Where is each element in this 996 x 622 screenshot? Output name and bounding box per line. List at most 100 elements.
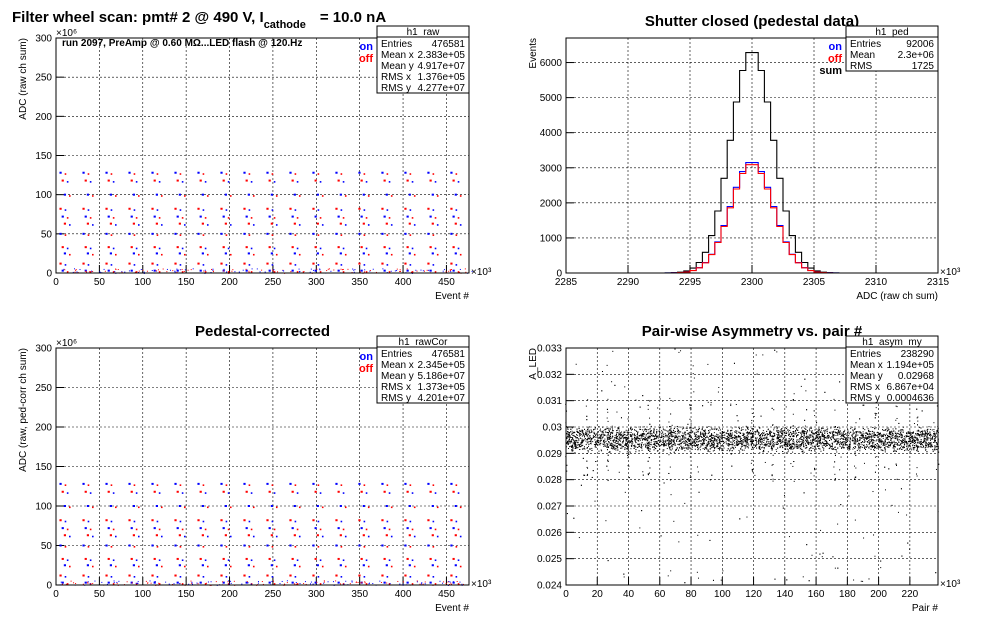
- x-tick-label: 140: [776, 589, 793, 600]
- data-point: [317, 264, 320, 266]
- data-point: [731, 427, 733, 429]
- data-point: [926, 437, 928, 439]
- data-point: [798, 446, 800, 448]
- data-point: [631, 446, 633, 448]
- stats-key: RMS x: [381, 72, 411, 83]
- data-point: [293, 534, 296, 537]
- data-point: [699, 446, 701, 448]
- data-point: [600, 430, 602, 432]
- data-point: [593, 443, 595, 445]
- data-point: [848, 444, 850, 446]
- data-point: [452, 581, 454, 583]
- data-point: [74, 268, 76, 270]
- data-point: [133, 520, 136, 523]
- data-point: [340, 576, 343, 578]
- data-point: [703, 433, 705, 435]
- data-point: [133, 264, 136, 266]
- data-point: [792, 433, 794, 435]
- data-point: [442, 582, 444, 584]
- data-point: [929, 431, 931, 433]
- data-point: [758, 431, 760, 433]
- data-point: [833, 430, 835, 432]
- data-point: [707, 363, 709, 365]
- data-point: [678, 440, 680, 442]
- data-point: [810, 447, 812, 449]
- data-point: [693, 439, 695, 441]
- data-point: [337, 269, 340, 272]
- data-point: [310, 268, 312, 270]
- data-point: [153, 527, 156, 530]
- x-tick-label: 100: [134, 589, 151, 600]
- data-point: [206, 224, 209, 226]
- data-point: [759, 452, 761, 454]
- data-point: [777, 437, 779, 439]
- y-axis-exponent: ×10⁶: [56, 338, 77, 349]
- stats-name: h1_raw: [407, 27, 441, 38]
- data-point: [651, 439, 653, 441]
- data-point: [868, 436, 870, 438]
- data-point: [339, 564, 342, 567]
- data-point: [660, 445, 662, 447]
- data-point: [909, 430, 911, 432]
- data-point: [92, 506, 94, 509]
- y-tick-label: 2000: [540, 198, 563, 209]
- data-point: [874, 446, 876, 448]
- data-point: [885, 445, 887, 447]
- data-point: [459, 506, 462, 509]
- data-point: [203, 270, 205, 272]
- data-point: [450, 232, 453, 235]
- data-point: [130, 581, 133, 584]
- data-point: [99, 271, 101, 273]
- data-point: [740, 448, 742, 450]
- data-point: [567, 442, 569, 444]
- data-point: [455, 234, 458, 236]
- data-point: [693, 432, 695, 434]
- data-point: [878, 441, 880, 443]
- data-point: [823, 447, 825, 449]
- data-point: [930, 434, 932, 436]
- data-point: [595, 446, 597, 448]
- data-point: [153, 269, 156, 272]
- data-point: [801, 432, 803, 434]
- data-point: [618, 471, 620, 473]
- data-points: [565, 348, 940, 584]
- data-point: [689, 426, 691, 428]
- data-point: [199, 246, 202, 249]
- data-point: [291, 490, 294, 493]
- data-point: [317, 576, 320, 578]
- data-point: [806, 446, 808, 448]
- data-point: [225, 520, 228, 523]
- data-point: [339, 193, 342, 196]
- data-point: [742, 442, 744, 444]
- data-point: [618, 439, 620, 441]
- data-point: [84, 269, 87, 272]
- data-point: [747, 428, 749, 430]
- data-point: [128, 482, 131, 485]
- data-point: [800, 445, 802, 447]
- data-point: [429, 246, 432, 249]
- data-point: [454, 564, 457, 567]
- data-point: [729, 437, 731, 439]
- data-point: [471, 270, 473, 272]
- data-point: [592, 441, 594, 443]
- data-point: [817, 438, 819, 440]
- data-point: [429, 215, 432, 218]
- data-point: [676, 430, 678, 432]
- data-point: [421, 582, 423, 584]
- data-point: [769, 433, 771, 435]
- data-point: [181, 528, 184, 531]
- data-point: [888, 428, 890, 430]
- data-point: [642, 431, 644, 433]
- data-point: [128, 262, 131, 265]
- data-point: [664, 433, 666, 435]
- data-point: [859, 448, 861, 450]
- data-point: [874, 436, 876, 438]
- data-point: [927, 428, 929, 430]
- data-point: [603, 443, 605, 445]
- data-point: [579, 435, 581, 437]
- data-point: [873, 442, 875, 444]
- data-point: [843, 432, 845, 434]
- data-point: [887, 427, 889, 429]
- data-point: [599, 429, 601, 431]
- data-point: [671, 435, 673, 437]
